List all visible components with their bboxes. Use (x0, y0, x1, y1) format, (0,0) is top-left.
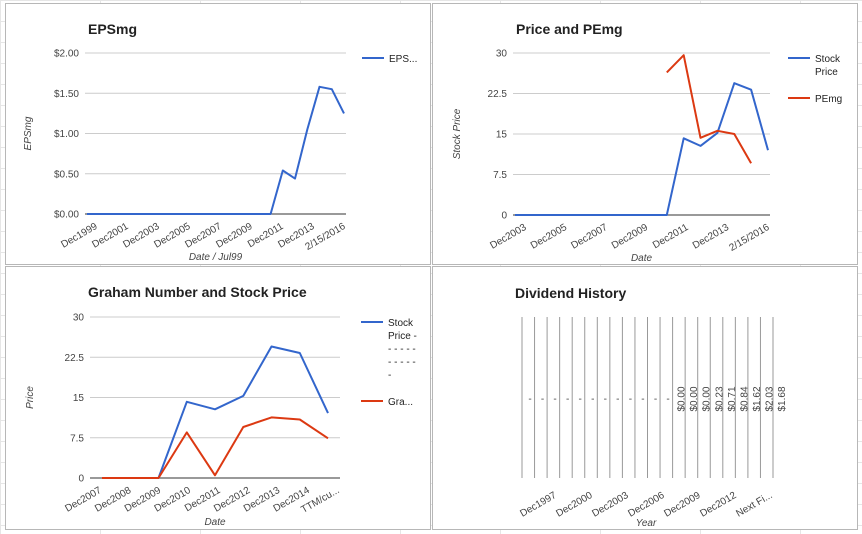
dividend-data-label: $2.03 (764, 386, 775, 411)
price-x-tick-label: Dec2005 (529, 222, 570, 252)
dividend-x-axis-label: Year (636, 518, 657, 529)
price-x-tick-label: Dec2003 (488, 222, 529, 252)
graham-series-line-0 (102, 345, 329, 479)
price-legend-label: PEmg (815, 94, 842, 105)
dividend-data-label: - (591, 394, 594, 405)
price-pe-chart-panel[interactable]: 30 22.5 15 7.5 0 Price and PEmg Stock Price Dat… (432, 3, 858, 265)
price-x-tick-label: Dec2011 (651, 222, 691, 251)
eps-chart-panel[interactable]: $2.00 $1.50 $1.00 $0.50 $0.00 EPSmg EPSmg Date … (5, 3, 431, 265)
graham-legend-label: Gra... (388, 397, 413, 408)
eps-series-line-0 (87, 85, 345, 215)
dividend-x-tick-label: Dec2009 (662, 490, 703, 520)
price-series-line-1 (666, 54, 752, 164)
dividend-x-tick-label: Dec1997 (518, 490, 559, 520)
price-y-tick-label: 7.5 (493, 170, 507, 181)
graham-title: Graham Number and Stock Price (88, 284, 307, 300)
dividend-data-label: - (666, 394, 669, 405)
dividend-data-label: - (654, 394, 657, 405)
price-x-tick-label: 2/15/2016 (727, 222, 771, 254)
dividend-data-label: - (616, 394, 619, 405)
price-x-tick-label: Dec2009 (610, 222, 651, 252)
graham-legend-label: - - - - - (388, 344, 416, 355)
dividend-data-label: - (604, 394, 607, 405)
price-x-tick-label: Dec2007 (569, 222, 610, 252)
dividend-data-label: $0.00 (689, 386, 700, 411)
graham-legend-label: Price - (388, 331, 417, 342)
price-pe-chart: 30 22.5 15 7.5 0 Price and PEmg Stock Price Dat… (452, 21, 842, 264)
dividend-data-label: - (553, 394, 556, 405)
graham-y-axis-label: Price (25, 386, 36, 409)
graham-y-tick-label: 0 (78, 474, 84, 485)
dividend-data-label: $0.71 (727, 386, 738, 411)
graham-x-axis-label: Date (204, 517, 226, 528)
dividend-data-label: $0.00 (702, 386, 713, 411)
dividend-data-label: - (528, 394, 531, 405)
eps-y-tick-label: $1.50 (54, 89, 79, 100)
price-y-tick-label: 15 (496, 130, 508, 141)
price-series-line-0 (515, 82, 769, 216)
eps-chart: $2.00 $1.50 $1.00 $0.50 $0.00 EPSmg EPSmg Date … (23, 21, 417, 263)
dividend-x-tick-label: Dec2003 (590, 490, 631, 520)
dividend-x-tick-label: Next Fi... (734, 490, 774, 520)
dividend-data-label: - (629, 394, 632, 405)
dividend-data-label: - (579, 394, 582, 405)
dividend-data-label: $0.84 (739, 386, 750, 411)
graham-legend-label: Stock (388, 318, 414, 329)
graham-chart: 30 22.5 15 7.5 0 Graham Number and Stock Pric… (25, 284, 417, 528)
eps-legend-label: EPS... (389, 54, 417, 65)
dividend-data-label: $1.62 (752, 386, 763, 411)
price-y-axis-label: Stock Price (452, 108, 463, 159)
eps-y-tick-label: $2.00 (54, 49, 79, 60)
price-legend-label: Stock (815, 54, 841, 65)
price-y-tick-label: 30 (496, 49, 508, 60)
price-x-axis-label: Date (631, 253, 653, 264)
graham-chart-panel[interactable]: 30 22.5 15 7.5 0 Graham Number and Stock Pric… (5, 266, 431, 530)
graham-legend-label: - - - - - (388, 357, 416, 368)
dividend-title: Dividend History (515, 285, 626, 301)
dividend-chart: Dividend History- - - - - - - - - - - - $0.00 $0.00 $0… (515, 285, 788, 529)
eps-x-axis-label: Date / Jul99 (189, 252, 243, 263)
eps-y-axis-label: EPSmg (23, 116, 34, 150)
price-x-tick-label: Dec2013 (691, 222, 732, 252)
eps-y-tick-label: $0.50 (54, 169, 79, 180)
dividend-data-label: $1.68 (777, 386, 788, 411)
graham-y-tick-label: 15 (73, 393, 85, 404)
price-y-tick-label: 22.5 (488, 89, 508, 100)
dividend-data-label: - (566, 394, 569, 405)
eps-y-tick-label: $0.00 (54, 210, 79, 221)
dividend-data-label: $0.23 (714, 386, 725, 411)
graham-series-line-1 (102, 416, 329, 479)
dividend-data-label: - (541, 394, 544, 405)
graham-y-tick-label: 7.5 (70, 433, 84, 444)
graham-y-tick-label: 22.5 (65, 353, 85, 364)
price-legend-label: Price (815, 67, 838, 78)
eps-title: EPSmg (88, 21, 137, 37)
dividend-x-tick-label: Dec2006 (626, 490, 667, 520)
dividend-data-label: $0.00 (677, 386, 688, 411)
dividend-data-label: - (641, 394, 644, 405)
price-title: Price and PEmg (516, 21, 623, 37)
eps-y-tick-label: $1.00 (54, 129, 79, 140)
graham-legend-label: - (388, 370, 391, 381)
dividend-chart-panel[interactable]: Dividend History - - - - - - - - - - - - $0.00 $0.00 $0… (432, 266, 858, 530)
dividend-x-tick-label: Dec2000 (554, 490, 595, 520)
dividend-x-tick-label: Dec2012 (698, 490, 739, 520)
price-y-tick-label: 0 (501, 211, 507, 222)
graham-y-tick-label: 30 (73, 313, 85, 324)
